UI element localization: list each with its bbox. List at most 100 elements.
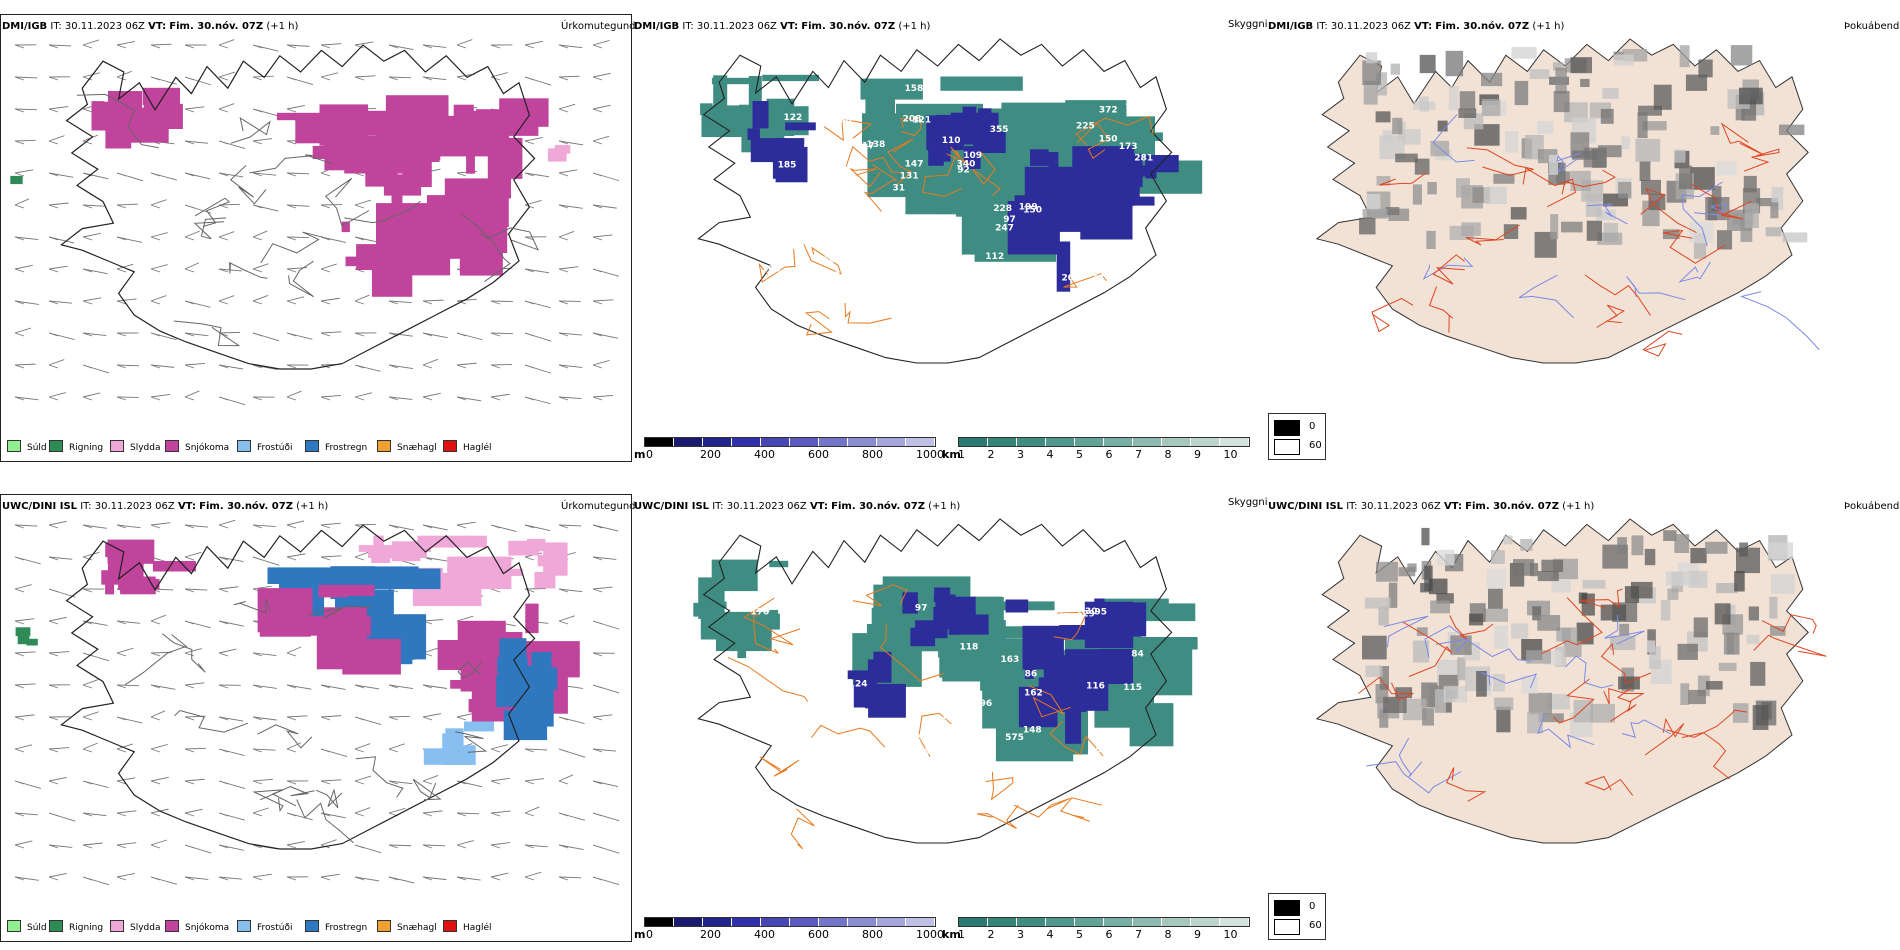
wind-barb-flag [48,396,59,401]
wind-barb [354,551,371,558]
fog-cell [1679,45,1690,68]
wind-barb-flag [82,268,93,273]
fog-cell [1503,535,1513,545]
wind-barb [116,842,137,846]
wind-barb-flag [150,204,161,209]
iceland-coastline [697,38,1173,364]
wind-barb [150,264,168,270]
wind-barb [320,839,337,846]
road-line [759,756,800,777]
wind-barb-flag [218,76,229,81]
field-cell [952,119,981,145]
legend-label: Frostúði [257,923,293,933]
wind-barb-flag [524,524,535,529]
wind-barb-flag [14,44,25,49]
wind-barb [184,140,209,144]
wind-barb-flag [48,812,59,817]
wind-barb [558,44,583,49]
fog-cell [1716,583,1738,594]
field-cell [1127,196,1155,206]
wind-barb-flag [14,716,25,721]
wind-barb [218,39,235,46]
wind-barb [320,263,337,270]
road-line [173,320,241,347]
road-line [1579,588,1623,609]
fog-cell [1637,112,1648,139]
wind-barb [388,684,414,689]
visibility-km-colorbar-bottom: km 1 2 3 4 5 6 7 8 9 10 [940,917,1260,943]
wind-barb [218,586,239,590]
wind-barb-flag [558,140,569,145]
fog-cell [1770,626,1786,636]
precip-fields [10,87,571,297]
fog-cell [1690,167,1715,190]
wind-barb-flag [422,76,433,81]
wind-barb-flag [592,268,603,273]
road-line [1428,286,1454,333]
colorbar-segment [1075,918,1104,926]
colorbar-segment [674,918,703,926]
wind-barb-flag [354,44,365,49]
wind-barb [592,556,617,560]
wind-barb-flag [592,716,603,721]
field-cell [1065,649,1118,669]
wind-barb [456,362,477,366]
legend-label: Súld [27,923,47,933]
wind-barb [150,199,167,206]
road-line [1621,719,1672,738]
wind-barb [150,684,176,690]
road-lines [1358,588,1827,802]
precip-type-panel-top: Súld Rigning Slydda Snjókoma Frostúði Frostre… [0,14,632,462]
colorbar-segment [819,438,848,446]
wind-barb-flag [490,364,501,369]
wind-barb-flag [14,620,25,625]
wind-barb [456,615,474,622]
field-cell [1038,677,1087,712]
wind-barb-flag [48,748,59,753]
legend-item: Snæhagl [377,920,437,933]
field-cell [467,114,539,136]
run-header-bottom-3: UWC/DINI ISL IT: 30.11.2023 06Z VT: Fim.… [1268,501,1595,512]
wind-barb-flag [14,524,25,529]
wind-barb-flag [116,300,127,305]
wind-barb-flag [116,204,127,209]
wind-barb-flag [320,556,331,561]
wind-barb [184,778,205,782]
colorbar-segment [1046,918,1075,926]
wind-barb-flag [116,268,127,273]
road-line [1449,615,1494,640]
visibility-value-label: 116 [846,609,865,619]
wind-barb-flag [388,748,399,753]
wind-barb-flag [252,748,263,753]
wind-barb [82,72,100,78]
visibility-value-label: 16 [820,244,833,254]
fog-cell [1437,120,1448,132]
legend-item: Frostúði [237,920,292,933]
road-line [1371,297,1414,333]
fog-cell [1505,131,1518,153]
colorbar-segment [1075,438,1104,446]
visibility-value-label: 165 [890,766,909,776]
wind-barb-flag [320,684,331,689]
wind-barb-flag [116,236,127,241]
wind-barb-flag [218,44,229,49]
road-line [845,145,903,173]
fog-cell [1705,541,1728,554]
visibility-value-label: 170 [751,607,770,617]
road-line [850,168,881,188]
field-cell [1145,155,1179,173]
road-line [412,778,442,801]
wind-barb-flag [456,844,467,849]
wind-barb-flag [388,396,399,401]
visibility-value-label: 150 [1023,205,1042,215]
road-lines [124,598,488,844]
road-line [1644,717,1685,756]
wind-barb-flag [184,684,195,689]
fog-cell [1366,193,1381,211]
wind-barb [286,684,312,690]
field-cell [537,554,546,567]
fog-cell [1746,634,1760,644]
wind-barb [456,39,473,46]
fog-cell [1376,561,1398,582]
wind-barb [218,331,240,334]
